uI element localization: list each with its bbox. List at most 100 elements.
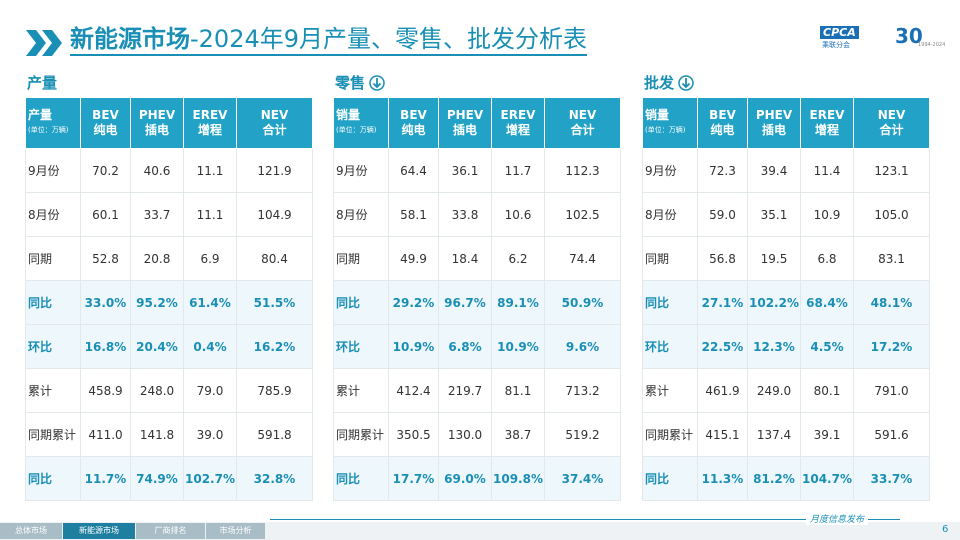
column-header-line: PHEV: [446, 108, 484, 122]
value-cell: 22.5%: [697, 324, 748, 369]
row-label: 9月份: [333, 148, 389, 193]
value-cell: 58.1: [388, 192, 439, 237]
value-cell: 16.2%: [236, 324, 313, 369]
column-header-line: 增程: [505, 123, 530, 137]
value-cell: 37.4%: [544, 456, 621, 501]
column-header: EREV 增程: [491, 97, 545, 149]
data-row: 同期 56.8 19.5 6.8 83.1: [642, 236, 930, 281]
value-cell: 89.1%: [491, 280, 545, 325]
logo-sub: 乘联分会: [822, 41, 850, 49]
data-row: 9月份 72.3 39.4 11.4 123.1: [642, 148, 930, 193]
value-cell: 33.8: [438, 192, 492, 237]
row-label: 同期累计: [333, 412, 389, 457]
value-cell: 80.4: [236, 236, 313, 281]
data-row: 同比 29.2% 96.7% 89.1% 50.9%: [333, 280, 621, 325]
value-cell: 137.4: [747, 412, 801, 457]
value-cell: 0.4%: [183, 324, 237, 369]
value-cell: 104.7%: [800, 456, 854, 501]
value-cell: 33.7: [130, 192, 184, 237]
unit-label: (单位：万辆): [645, 126, 686, 134]
value-cell: 102.7%: [183, 456, 237, 501]
corner-cell: 销量 (单位：万辆): [642, 97, 698, 149]
data-row: 同比 17.7% 69.0% 109.8% 37.4%: [333, 456, 621, 501]
logo-text: CPCA: [820, 26, 859, 39]
column-header-line: NEV: [877, 108, 906, 122]
footer-line: [270, 519, 900, 520]
header-row: 产量 (单位：万辆) BEV 纯电 PHEV 插电 EREV 增程 NEV 合计: [25, 97, 313, 149]
value-cell: 33.7%: [853, 456, 930, 501]
column-header-line: 纯电: [93, 123, 118, 137]
row-label: 8月份: [642, 192, 698, 237]
row-label: 同比: [333, 456, 389, 501]
column-header-line: EREV: [809, 108, 845, 122]
value-cell: 64.4: [388, 148, 439, 193]
column-header-line: 插电: [144, 123, 169, 137]
data-row: 环比 22.5% 12.3% 4.5% 17.2%: [642, 324, 930, 369]
value-cell: 39.1: [800, 412, 854, 457]
value-cell: 519.2: [544, 412, 621, 457]
value-cell: 10.9%: [491, 324, 545, 369]
row-label: 同比: [642, 456, 698, 501]
value-cell: 104.9: [236, 192, 313, 237]
value-cell: 11.4: [800, 148, 854, 193]
value-cell: 6.9: [183, 236, 237, 281]
data-row: 同比 11.3% 81.2% 104.7% 33.7%: [642, 456, 930, 501]
column-header-line: NEV: [260, 108, 289, 122]
data-row: 同比 11.7% 74.9% 102.7% 32.8%: [25, 456, 313, 501]
corner-label: 销量: [336, 108, 361, 122]
data-row: 同期累计 350.5 130.0 38.7 519.2: [333, 412, 621, 457]
row-label: 同比: [642, 280, 698, 325]
column-header: PHEV 插电: [438, 97, 492, 149]
column-header-line: 纯电: [710, 123, 735, 137]
value-cell: 11.1: [183, 148, 237, 193]
value-cell: 95.2%: [130, 280, 184, 325]
footer-tab[interactable]: 总体市场: [0, 523, 62, 539]
value-cell: 80.1: [800, 368, 854, 413]
row-label: 环比: [642, 324, 698, 369]
data-row: 累计 461.9 249.0 80.1 791.0: [642, 368, 930, 413]
section-text: 产量: [27, 74, 58, 92]
row-label: 同比: [333, 280, 389, 325]
value-cell: 11.7: [491, 148, 545, 193]
column-header: NEV 合计: [853, 97, 930, 149]
row-label: 同比: [25, 456, 81, 501]
value-cell: 411.0: [80, 412, 131, 457]
header-row: 销量 (单位：万辆) BEV 纯电 PHEV 插电 EREV 增程 NEV 合计: [642, 97, 930, 149]
value-cell: 35.1: [747, 192, 801, 237]
row-label: 累计: [642, 368, 698, 413]
value-cell: 40.6: [130, 148, 184, 193]
section-label: 产量: [27, 72, 57, 93]
footer-tab[interactable]: 新能源市场: [63, 523, 135, 539]
value-cell: 785.9: [236, 368, 313, 413]
column-header-line: BEV: [92, 108, 119, 122]
column-header-line: 纯电: [401, 123, 426, 137]
value-cell: 105.0: [853, 192, 930, 237]
value-cell: 123.1: [853, 148, 930, 193]
value-cell: 102.5: [544, 192, 621, 237]
corner-cell: 销量 (单位：万辆): [333, 97, 389, 149]
value-cell: 249.0: [747, 368, 801, 413]
row-label: 同期: [333, 236, 389, 281]
down-icon: [369, 74, 385, 91]
row-label: 累计: [333, 368, 389, 413]
column-header-line: 增程: [814, 123, 839, 137]
header-row: 销量 (单位：万辆) BEV 纯电 PHEV 插电 EREV 增程 NEV 合计: [333, 97, 621, 149]
footer-tab[interactable]: 市场分析: [206, 523, 265, 539]
corner-label: 产量: [28, 108, 53, 122]
anniversary-years: 1994-2024: [918, 42, 946, 48]
value-cell: 59.0: [697, 192, 748, 237]
value-cell: 11.7%: [80, 456, 131, 501]
value-cell: 713.2: [544, 368, 621, 413]
column-header: NEV 合计: [236, 97, 313, 149]
column-header-line: 插电: [761, 123, 786, 137]
value-cell: 60.1: [80, 192, 131, 237]
down-icon: [678, 74, 694, 91]
data-row: 环比 10.9% 6.8% 10.9% 9.6%: [333, 324, 621, 369]
value-cell: 38.7: [491, 412, 545, 457]
footer-tab[interactable]: 厂商排名: [136, 523, 205, 539]
column-header: BEV 纯电: [697, 97, 748, 149]
value-cell: 39.0: [183, 412, 237, 457]
row-label: 环比: [25, 324, 81, 369]
section-label: 批发: [644, 72, 694, 93]
value-cell: 56.8: [697, 236, 748, 281]
